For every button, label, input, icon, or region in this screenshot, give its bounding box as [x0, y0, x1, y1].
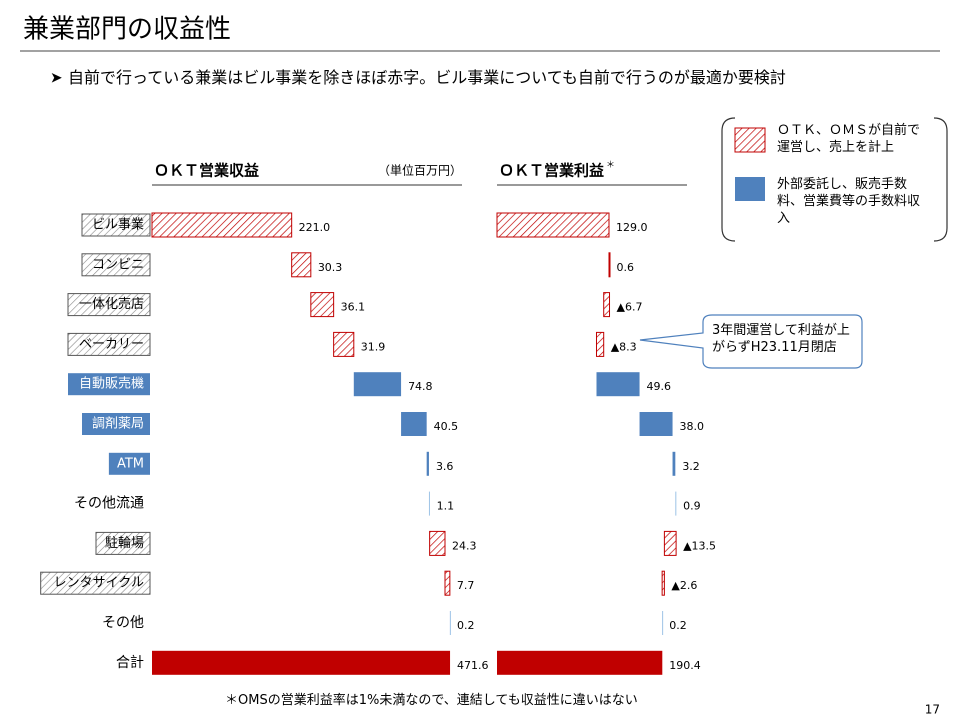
value-label: 0.2 [669, 619, 687, 632]
bar [675, 491, 677, 516]
value-label: ▲2.6 [671, 579, 697, 592]
bar [639, 412, 673, 436]
value-label: 7.7 [457, 579, 475, 592]
category-label: ATM [117, 456, 144, 471]
bar [596, 372, 640, 397]
category-box [67, 332, 151, 356]
category-box [40, 571, 151, 595]
category-label: ビル事業 [92, 217, 144, 233]
category-label: ベーカリー [79, 337, 144, 352]
chart-title: ＯＫＴ営業収益 [154, 162, 259, 180]
value-label: 3.2 [682, 460, 700, 473]
chart-title: ＯＫＴ営業利益 [499, 162, 604, 180]
category-box [67, 293, 151, 317]
page-number: 17 [925, 703, 940, 717]
bullet-marker: ➤ [50, 69, 63, 87]
bar [152, 650, 451, 675]
bar [353, 372, 402, 397]
unit-label: （単位百万円） [378, 163, 462, 178]
callout-bubble [639, 314, 863, 369]
value-label: 190.4 [669, 659, 701, 672]
category-label: レンタサイクル [54, 576, 144, 591]
category-label: コンビニ [92, 257, 144, 272]
category-label: 自動販売機 [79, 376, 144, 392]
bar [444, 570, 451, 596]
bar [429, 530, 446, 556]
bullet-text: 自前で行っている兼業はビル事業を除きほぼ赤字。ビル事業についても自前で行うのが最… [68, 68, 786, 87]
category-box [95, 531, 151, 555]
value-label: ▲13.5 [683, 539, 716, 552]
category-label: 合計 [116, 655, 144, 671]
legend-label: 外部委託し、販売手数料、営業費等の手数料収入 [777, 177, 921, 226]
title-mark: ＊ [606, 161, 615, 171]
callout-text: 3年間運営して利益が上がらずH23.11月閉店 [712, 323, 850, 355]
bar [662, 611, 664, 635]
value-label: 38.0 [680, 420, 705, 433]
legend-swatch [735, 177, 765, 201]
value-label: 31.9 [361, 340, 386, 353]
category-label: 駐輪場 [105, 535, 144, 551]
value-label: 3.6 [436, 460, 454, 473]
bar [291, 252, 312, 278]
legend-bracket [721, 117, 948, 242]
category-box [108, 452, 150, 475]
bar [661, 570, 665, 596]
bar [497, 650, 663, 675]
bar [449, 611, 451, 635]
bar [603, 292, 611, 318]
value-label: 0.6 [617, 261, 635, 274]
bar [672, 451, 676, 476]
category-box [81, 253, 151, 277]
value-label: 74.8 [408, 380, 433, 393]
bar [608, 252, 611, 278]
value-label: 30.3 [318, 261, 343, 274]
value-label: 1.1 [437, 500, 455, 513]
category-label: その他 [102, 615, 144, 631]
bar [496, 212, 610, 238]
bar [151, 212, 293, 238]
footnote: ＊OMSの営業利益率は1%未満なので、連結しても収益性に違いはない [225, 693, 638, 708]
value-label: 49.6 [647, 380, 672, 393]
bar [401, 412, 427, 436]
value-label: ▲6.7 [617, 301, 643, 314]
category-label: その他流通 [74, 496, 144, 512]
value-label: 471.6 [457, 659, 489, 672]
bar [663, 530, 677, 556]
bar [426, 451, 429, 476]
slide-title: 兼業部門の収益性 [23, 15, 231, 45]
category-box [81, 213, 151, 237]
value-label: 40.5 [434, 420, 459, 433]
bar [428, 491, 430, 516]
category-box [82, 413, 150, 435]
legend-swatch [734, 127, 766, 153]
category-label: 一体化売店 [79, 296, 144, 312]
value-label: 129.0 [616, 221, 648, 234]
value-label: 0.2 [457, 619, 475, 632]
bar [595, 331, 605, 357]
bar [333, 331, 355, 357]
bar [310, 292, 335, 318]
value-label: 36.1 [341, 301, 366, 314]
legend-label: ＯＴＫ、ＯＭＳが自前で運営し、売上を計上 [777, 123, 921, 155]
value-label: 24.3 [452, 539, 477, 552]
category-label: 調剤薬局 [92, 416, 144, 432]
value-label: ▲8.3 [611, 340, 637, 353]
category-box [68, 373, 150, 396]
value-label: 221.0 [299, 221, 331, 234]
value-label: 0.9 [683, 500, 701, 513]
